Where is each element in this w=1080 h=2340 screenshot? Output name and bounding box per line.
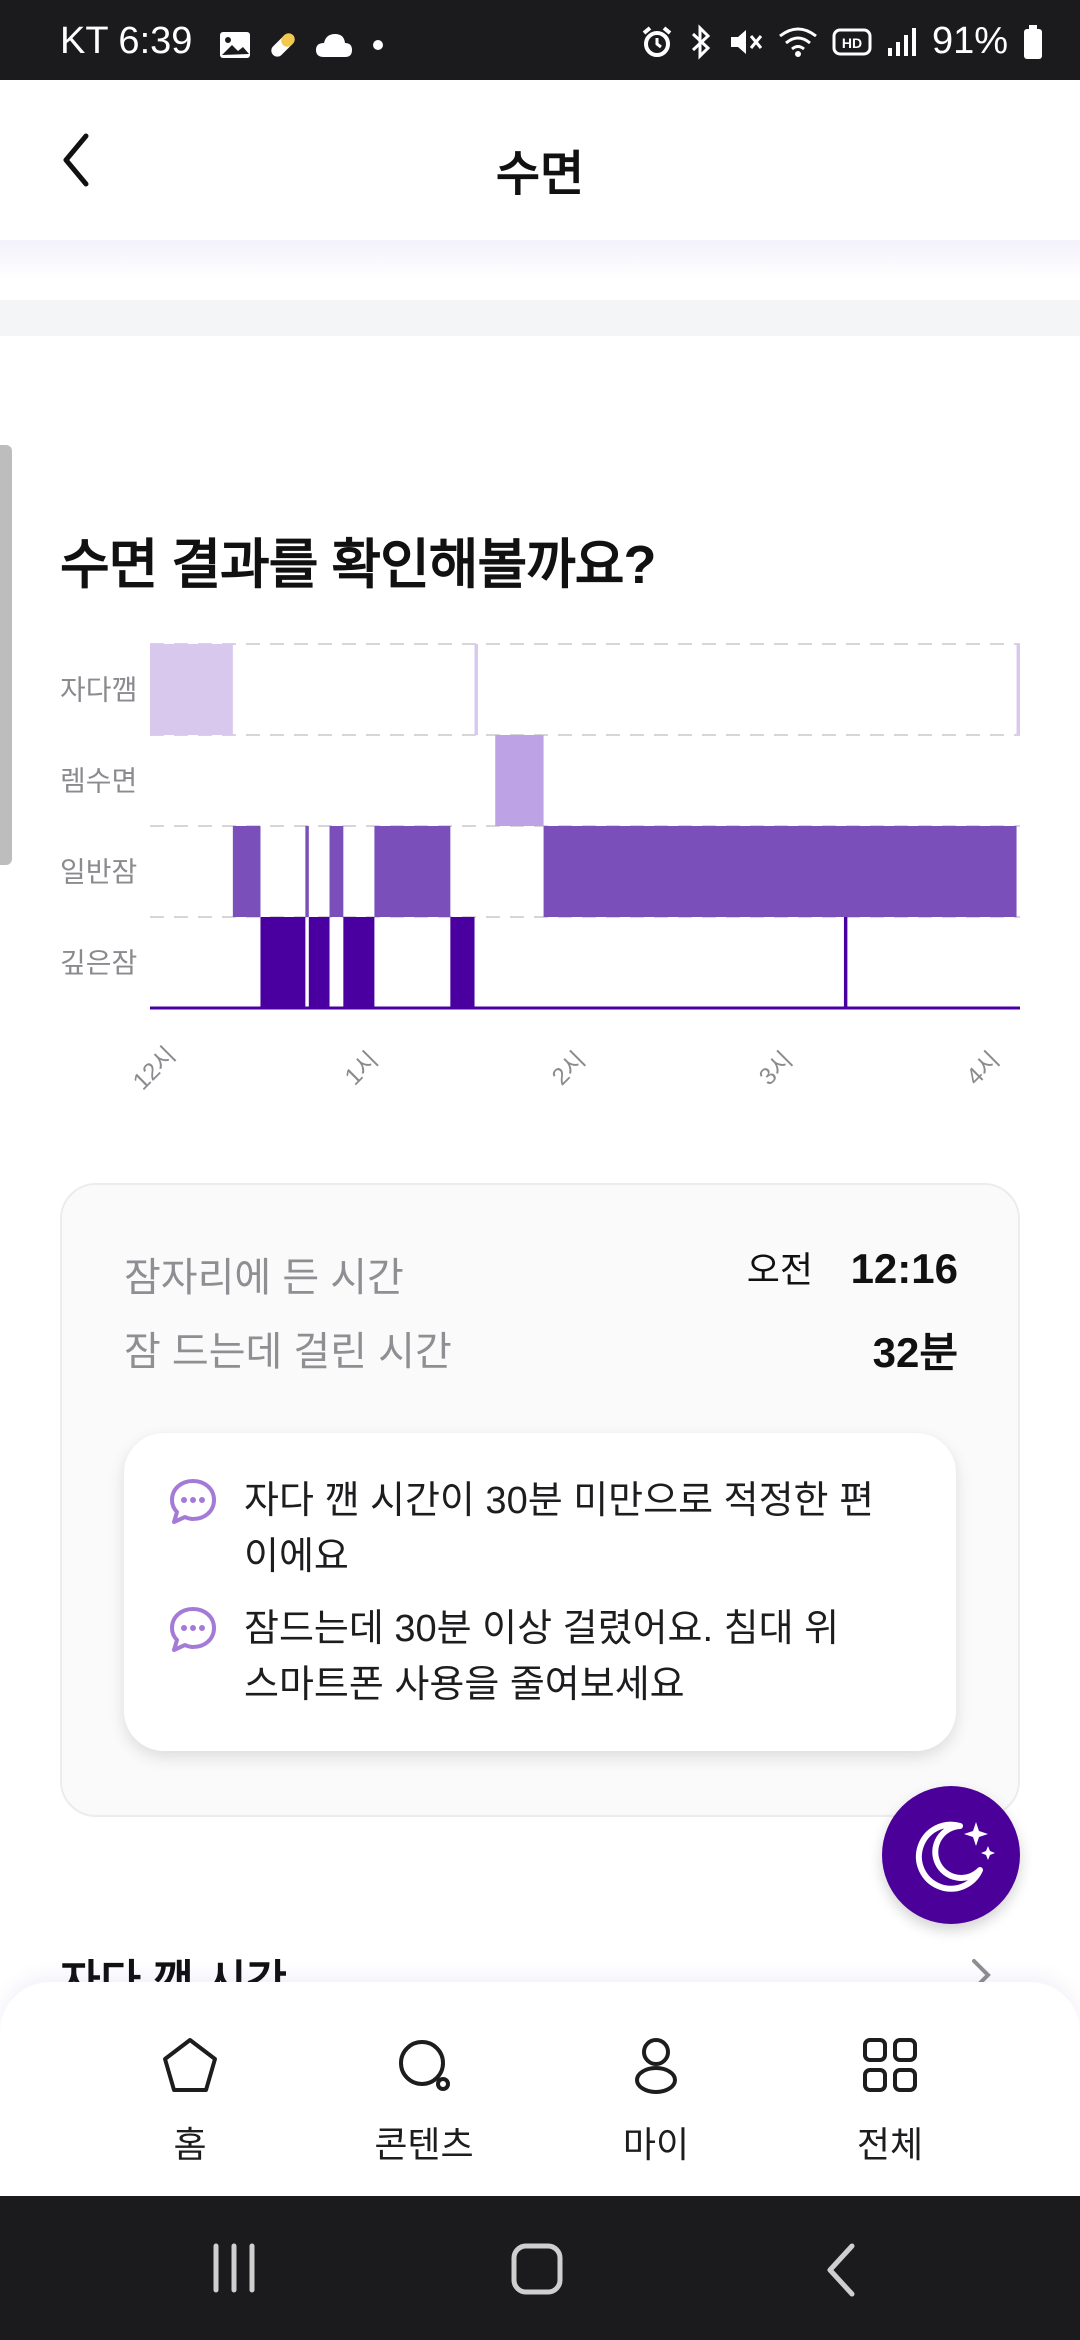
system-back-button[interactable] (816, 2240, 866, 2300)
battery-percent: 91% (931, 20, 1008, 62)
section-title: 수면 결과를 확인해볼까요? (60, 535, 656, 595)
time-tick-label: 3시 (754, 1047, 798, 1091)
header-divider (0, 240, 1080, 280)
chat-bubble-icon (170, 1479, 216, 1524)
system-navigation-bar (0, 2196, 1080, 2340)
contents-icon (399, 2040, 450, 2091)
time-tick-label: 2시 (547, 1047, 591, 1091)
time-tick-label: 12시 (128, 1042, 182, 1096)
svg-text:HD: HD (842, 35, 862, 51)
bluetooth-icon (691, 23, 711, 60)
dot-icon (373, 40, 383, 50)
pill-icon (271, 33, 295, 57)
sleep-latency-value: 32분 (872, 1329, 958, 1376)
page-title: 수면 (495, 148, 585, 201)
nav-all[interactable]: 전체 (800, 2032, 980, 2172)
stage-label: 일반잠 (60, 857, 137, 888)
signal-icon (887, 27, 916, 56)
stage-segment (543, 826, 1017, 917)
sleep-latency-label: 잠 드는데 걸린 시간 (124, 1330, 452, 1374)
section-divider (0, 300, 1080, 336)
image-icon (220, 32, 250, 58)
back-button[interactable] (48, 120, 128, 200)
stage-segment (329, 826, 344, 917)
wifi-icon (779, 27, 817, 57)
stage-label: 깊은잠 (60, 948, 137, 979)
nav-my-label: 마이 (622, 2124, 690, 2165)
nav-contents[interactable]: 콘텐츠 (334, 2032, 514, 2172)
status-carrier-time: KT 6:39 (60, 20, 193, 62)
home-icon (163, 2038, 217, 2092)
home-button[interactable] (508, 2240, 568, 2300)
battery-icon (1024, 24, 1042, 59)
stage-segment (308, 917, 330, 1008)
bottom-navigation: 홈 콘텐츠 마이 전체 (0, 1982, 1080, 2196)
moon-sparkle-icon (915, 1821, 995, 1892)
status-notification-icons (218, 28, 388, 62)
app-header: 수면 (0, 80, 1080, 240)
status-system-icons: HD 91% (640, 20, 1044, 63)
stage-segment (450, 917, 475, 1008)
stage-segment (1016, 644, 1020, 735)
bedtime-row: 잠자리에 든 시간 오전 12:16 (124, 1245, 958, 1305)
stage-segment (374, 826, 451, 917)
time-tick-label: 4시 (961, 1047, 1005, 1091)
tip-text: 잠드는데 30분 이상 걸렸어요. 침대 위 스마트폰 사용을 줄여보세요 (244, 1608, 840, 1706)
nav-home[interactable]: 홈 (100, 2032, 280, 2172)
grid-icon (863, 2038, 917, 2092)
stage-segment (843, 917, 848, 1008)
sleep-latency-row: 잠 드는데 걸린 시간 32분 (124, 1319, 958, 1379)
stage-segment (260, 917, 306, 1008)
bedtime-label: 잠자리에 든 시간 (124, 1256, 404, 1300)
stage-segment (150, 644, 233, 735)
stage-segment (305, 826, 309, 917)
tip-text: 자다 깬 시간이 30분 미만으로 적정한 편이에요 (244, 1480, 875, 1578)
stage-segment (343, 917, 375, 1008)
profile-icon (635, 2038, 677, 2094)
hd-icon: HD (832, 28, 872, 55)
nav-all-label: 전체 (856, 2124, 924, 2165)
bedtime-value: 12:16 (850, 1245, 958, 1292)
sleep-summary-card: 잠자리에 든 시간 오전 12:16 잠 드는데 걸린 시간 32분 자다 깬 … (60, 1183, 1020, 1817)
stage-label: 렘수면 (60, 766, 137, 797)
status-bar: KT 6:39 HD 91% (0, 0, 1080, 80)
mute-icon (730, 29, 763, 54)
nav-home-label: 홈 (173, 2124, 207, 2165)
bedtime-ampm: 오전 (746, 1249, 813, 1290)
stage-segment (232, 826, 261, 917)
edge-panel-handle[interactable] (0, 445, 12, 865)
sleep-mode-fab[interactable] (882, 1786, 1020, 1924)
recent-apps-button[interactable] (204, 2240, 264, 2296)
chat-bubble-icon (170, 1607, 216, 1652)
nav-my[interactable]: 마이 (566, 2032, 746, 2172)
nav-contents-label: 콘텐츠 (374, 2124, 474, 2165)
stage-segment (495, 735, 544, 826)
cloud-icon (316, 34, 352, 57)
stage-label: 자다깸 (60, 675, 137, 706)
alarm-icon (642, 25, 672, 57)
stage-segment (474, 644, 478, 735)
time-tick-label: 1시 (340, 1047, 384, 1091)
sleep-tips-box: 자다 깬 시간이 30분 미만으로 적정한 편이에요 잠드는데 30분 이상 걸… (124, 1433, 956, 1751)
